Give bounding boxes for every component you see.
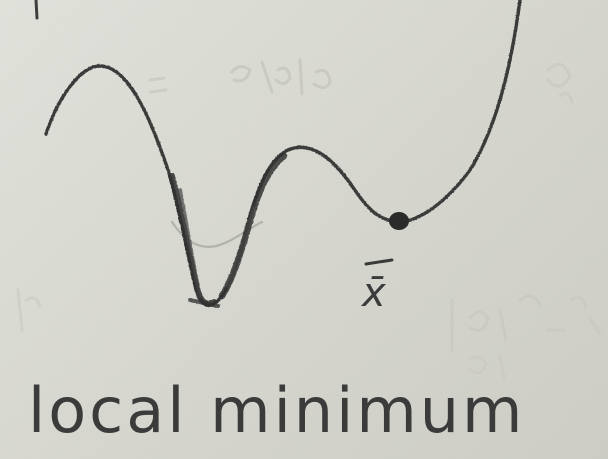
x-bar-overline [364, 258, 394, 266]
local-minimum-point [389, 212, 409, 230]
point-label-group: x̄ [360, 258, 394, 316]
function-curve [44, 0, 522, 308]
diagram-caption: local minimum [28, 374, 525, 447]
point-label: x̄ [360, 270, 386, 316]
top-edge-stroke [34, 0, 39, 20]
show-through-marks [16, 58, 602, 380]
